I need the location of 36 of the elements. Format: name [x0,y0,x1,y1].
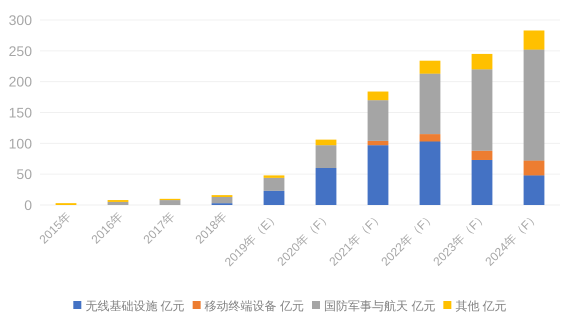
bar [108,202,128,205]
bar [524,160,544,176]
bar [420,141,440,205]
bar [420,134,440,142]
bar [264,178,284,191]
legend-label: 其他 亿元 [455,299,507,313]
bar [368,145,388,205]
bar [212,196,232,204]
bar [160,200,180,205]
y-tick-label: 50 [16,166,32,182]
bar [524,50,544,161]
bar [472,160,492,205]
bar [316,168,336,205]
bar [472,150,492,160]
legend-label: 移动终端设备 亿元 [204,299,304,313]
bar [524,30,544,50]
y-tick-label: 200 [8,74,32,90]
bar [316,140,336,146]
y-tick-label: 250 [8,42,32,59]
bar [368,92,388,100]
bar [472,54,492,70]
y-tick-label: 0 [24,197,32,213]
bar [264,190,284,205]
bar [368,140,388,146]
bar [420,60,440,74]
bar [316,145,336,168]
y-tick-label: 150 [8,104,32,120]
bar [472,69,492,151]
legend-label: 无线基础设施 亿元 [85,299,185,313]
bar [420,74,440,134]
legend-label: 国防军事与航天 亿元 [324,299,436,313]
y-tick-label: 300 [8,12,32,28]
bar [524,175,544,205]
bar [264,175,284,178]
bar [368,100,388,141]
y-tick-label: 100 [8,135,32,152]
